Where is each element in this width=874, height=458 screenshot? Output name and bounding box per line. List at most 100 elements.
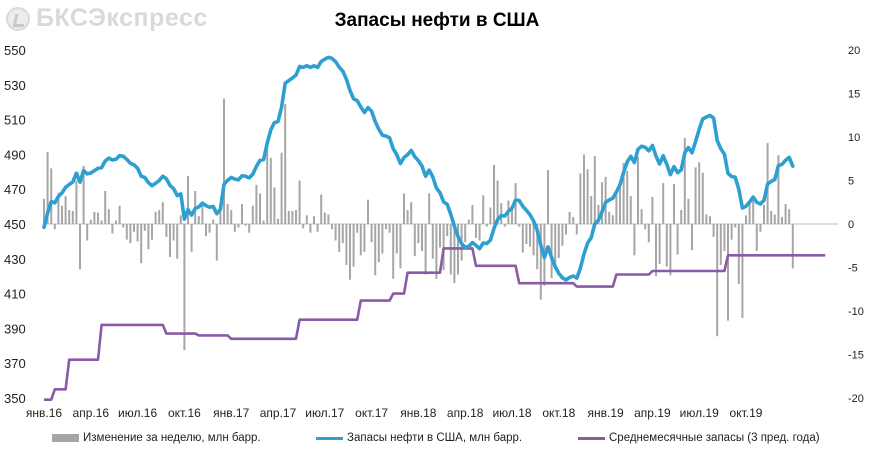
y-right-tick-label: -15 bbox=[848, 350, 864, 362]
weekly-change-bar bbox=[464, 224, 467, 243]
weekly-change-bar bbox=[359, 224, 362, 256]
x-tick-label: окт.16 bbox=[168, 406, 201, 420]
weekly-change-bar bbox=[683, 137, 686, 224]
weekly-change-bar bbox=[428, 193, 431, 224]
weekly-change-bar bbox=[698, 162, 701, 224]
weekly-change-bar bbox=[57, 192, 60, 224]
weekly-change-bar bbox=[79, 224, 81, 270]
weekly-change-bar bbox=[266, 141, 269, 224]
weekly-change-bar bbox=[82, 165, 85, 224]
weekly-change-bar bbox=[363, 224, 366, 252]
weekly-change-bar bbox=[392, 224, 395, 279]
x-tick-label: янв.18 bbox=[400, 406, 437, 420]
weekly-change-bar bbox=[705, 214, 708, 224]
weekly-change-bar bbox=[431, 224, 434, 259]
weekly-change-bar bbox=[233, 224, 236, 232]
weekly-change-bar bbox=[755, 224, 758, 251]
weekly-change-bar bbox=[586, 169, 589, 224]
legend-bar-swatch bbox=[52, 434, 79, 442]
stock-line bbox=[42, 55, 795, 282]
weekly-change-bar bbox=[313, 216, 315, 224]
weekly-change-bar bbox=[154, 211, 157, 224]
weekly-change-bar bbox=[579, 173, 582, 224]
weekly-change-bar bbox=[147, 224, 150, 250]
weekly-change-bar bbox=[572, 217, 575, 224]
x-tick-label: окт.17 bbox=[355, 406, 388, 420]
weekly-change-bar bbox=[745, 215, 747, 224]
weekly-change-bar bbox=[115, 220, 117, 224]
weekly-change-bar bbox=[118, 205, 121, 224]
weekly-change-bar bbox=[122, 224, 125, 228]
weekly-change-bar bbox=[633, 224, 636, 256]
weekly-change-bar bbox=[626, 170, 629, 224]
weekly-change-bar bbox=[388, 224, 391, 233]
weekly-change-bar bbox=[259, 193, 261, 224]
weekly-change-bar bbox=[205, 224, 207, 237]
weekly-change-bar bbox=[201, 204, 204, 224]
weekly-change-bar bbox=[644, 224, 647, 230]
weekly-change-bar bbox=[244, 224, 247, 226]
weekly-change-bar bbox=[377, 224, 380, 263]
weekly-change-bar bbox=[529, 224, 531, 247]
weekly-change-bar bbox=[129, 224, 132, 244]
weekly-change-bar bbox=[712, 224, 715, 238]
weekly-change-bar bbox=[471, 204, 474, 224]
chart-title: Запасы нефти в США bbox=[334, 10, 540, 31]
y-right-tick-label: -20 bbox=[848, 393, 864, 405]
weekly-change-bar bbox=[475, 224, 477, 238]
y-left-tick-label: 550 bbox=[4, 43, 26, 58]
weekly-change-bar bbox=[323, 212, 326, 224]
weekly-change-bar bbox=[615, 192, 618, 224]
x-tick-label: окт.18 bbox=[542, 406, 575, 420]
weekly-change-bar bbox=[719, 224, 722, 265]
weekly-change-bar bbox=[316, 224, 319, 232]
weekly-change-bar bbox=[381, 224, 384, 254]
weekly-change-bar bbox=[788, 209, 791, 224]
y-left-tick-label: 470 bbox=[4, 182, 26, 197]
y-right-tick-label: -5 bbox=[848, 263, 858, 275]
weekly-change-bar bbox=[197, 216, 200, 224]
x-tick-label: июл.18 bbox=[492, 406, 531, 420]
weekly-change-bar bbox=[143, 224, 146, 231]
weekly-change-bar bbox=[125, 224, 128, 240]
weekly-change-bar bbox=[637, 157, 639, 224]
weekly-change-bar bbox=[241, 203, 243, 224]
weekly-change-bar bbox=[136, 224, 139, 242]
weekly-change-bar bbox=[338, 224, 341, 252]
weekly-change-bar bbox=[417, 224, 420, 244]
weekly-change-bar bbox=[532, 224, 535, 256]
y-right-tick-label: 10 bbox=[848, 132, 860, 144]
weekly-change-bar bbox=[385, 224, 387, 230]
y-left-tick-label: 390 bbox=[4, 321, 26, 336]
weekly-change-bar bbox=[791, 224, 794, 269]
weekly-change-bar bbox=[309, 224, 312, 233]
y-right-tick-label: -10 bbox=[848, 306, 864, 318]
weekly-change-bar bbox=[151, 224, 153, 240]
x-tick-label: апр.18 bbox=[447, 406, 484, 420]
weekly-change-bar bbox=[619, 187, 621, 224]
weekly-change-bar bbox=[97, 212, 99, 224]
weekly-change-bar bbox=[539, 224, 542, 300]
weekly-change-bar bbox=[89, 219, 92, 224]
weekly-change-bar bbox=[773, 214, 776, 224]
weekly-change-bar bbox=[759, 224, 762, 232]
y-left-tick-label: 430 bbox=[4, 252, 26, 267]
legend-label: Изменение за неделю, млн барр. bbox=[83, 432, 261, 444]
weekly-change-bar bbox=[403, 193, 405, 224]
weekly-change-bar bbox=[237, 224, 240, 228]
weekly-change-bar bbox=[741, 224, 744, 318]
weekly-change-bar bbox=[647, 224, 650, 243]
weekly-change-bar bbox=[280, 152, 283, 224]
weekly-change-bar bbox=[93, 211, 96, 224]
weekly-change-bar bbox=[367, 199, 369, 224]
weekly-change-bar bbox=[331, 224, 333, 230]
weekly-change-bar bbox=[255, 184, 258, 224]
weekly-change-bar bbox=[547, 170, 549, 224]
weekly-change-bar bbox=[424, 224, 427, 275]
weekly-change-bar bbox=[489, 207, 492, 224]
x-tick-label: апр.16 bbox=[73, 406, 110, 420]
weekly-change-bar bbox=[327, 214, 330, 224]
weekly-change-bar bbox=[770, 210, 773, 224]
weekly-change-bar bbox=[485, 224, 488, 227]
weekly-change-bar bbox=[593, 156, 596, 224]
